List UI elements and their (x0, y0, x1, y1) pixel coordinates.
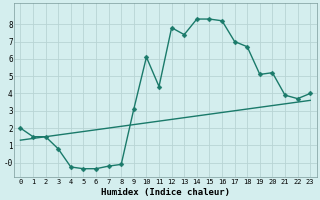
X-axis label: Humidex (Indice chaleur): Humidex (Indice chaleur) (101, 188, 230, 197)
